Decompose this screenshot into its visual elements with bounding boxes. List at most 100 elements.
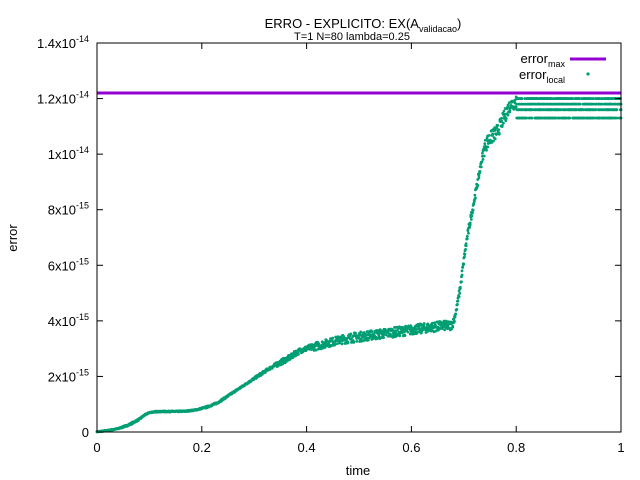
data-point — [354, 331, 357, 335]
legend-label-max: errormax — [521, 51, 566, 69]
x-tick-label: 0.6 — [402, 440, 420, 455]
data-point — [422, 322, 426, 325]
data-point — [578, 102, 582, 106]
data-point — [346, 341, 350, 345]
data-point — [355, 339, 359, 343]
data-point — [460, 280, 463, 284]
data-point — [495, 133, 498, 136]
data-point — [465, 237, 469, 241]
data-point — [460, 273, 464, 277]
data-point — [474, 196, 477, 200]
data-point — [370, 330, 374, 333]
data-point — [479, 165, 483, 169]
data-point — [471, 208, 475, 212]
data-point — [530, 116, 534, 120]
data-point — [453, 319, 456, 323]
data-point — [470, 214, 474, 218]
data-point — [467, 231, 470, 235]
data-point — [457, 295, 461, 299]
data-point — [476, 183, 480, 187]
data-point — [362, 331, 366, 334]
data-point — [615, 108, 619, 112]
chart-subtitle: T=1 N=80 lambda=0.25 — [294, 31, 410, 43]
x-axis-label: time — [346, 463, 371, 478]
data-point — [297, 352, 300, 356]
data-point — [471, 211, 474, 215]
x-tick-label: 0.4 — [298, 440, 316, 455]
chart-title: ERRO - EXPLICITO: EX(Avalidacao) — [265, 16, 462, 34]
data-point — [458, 291, 462, 295]
y-tick-label: 1.4x10-14 — [37, 34, 89, 51]
data-point — [451, 324, 455, 328]
data-point — [430, 321, 434, 325]
y-tick-label: 4x10-15 — [48, 312, 89, 329]
data-point — [506, 113, 510, 117]
data-point — [477, 174, 481, 178]
data-point — [501, 121, 505, 125]
legend-swatch-local — [586, 72, 590, 76]
data-point — [502, 109, 506, 113]
data-point — [615, 116, 619, 120]
data-point — [352, 340, 356, 344]
data-point — [594, 108, 598, 112]
data-point — [331, 336, 335, 340]
data-point — [464, 247, 467, 251]
data-point — [514, 105, 518, 109]
y-tick-label: 6x10-15 — [48, 256, 89, 273]
plot-border — [96, 42, 622, 433]
data-point — [480, 160, 484, 164]
data-point — [454, 312, 458, 316]
y-tick-label: 1x10-14 — [48, 145, 89, 162]
data-point — [359, 330, 363, 334]
data-point — [314, 348, 318, 352]
data-point — [462, 262, 466, 266]
data-point — [340, 342, 344, 346]
data-point — [358, 333, 362, 337]
data-point — [491, 132, 495, 136]
data-point — [462, 255, 466, 259]
data-point — [525, 116, 529, 120]
data-point — [336, 335, 340, 339]
data-point — [500, 125, 504, 129]
y-axis-label: error — [5, 224, 20, 252]
data-point — [452, 317, 456, 321]
data-point — [496, 124, 499, 127]
data-point — [497, 132, 501, 136]
data-point — [568, 116, 572, 120]
data-point — [260, 372, 264, 376]
data-point — [493, 137, 497, 141]
svg-text:ERRO - EXPLICITO: EX(Avalidaca: ERRO - EXPLICITO: EX(Avalidacao) — [265, 16, 462, 34]
data-point — [486, 145, 490, 149]
data-point — [435, 320, 439, 324]
data-point — [483, 142, 487, 146]
data-point — [497, 128, 501, 132]
data-point — [468, 221, 472, 225]
data-point — [461, 265, 465, 269]
data-point — [500, 119, 504, 123]
series-error-local — [95, 95, 623, 434]
data-point — [478, 170, 482, 173]
data-point — [456, 299, 460, 303]
y-tick-label: 1.2x10-14 — [37, 90, 89, 107]
x-tick-label: 0.2 — [193, 440, 211, 455]
data-point — [434, 329, 438, 333]
x-tick-label: 0.8 — [507, 440, 525, 455]
data-point — [453, 315, 457, 319]
x-tick-label: 1 — [617, 440, 624, 455]
data-point — [464, 244, 468, 248]
data-point — [398, 334, 402, 338]
data-point — [482, 154, 486, 158]
data-point — [406, 330, 410, 334]
data-point — [492, 139, 495, 143]
data-point — [317, 342, 321, 346]
data-point — [460, 269, 464, 273]
data-point — [396, 328, 399, 332]
data-point — [338, 341, 342, 345]
data-point — [469, 217, 473, 221]
data-point — [403, 334, 407, 337]
data-point — [377, 334, 381, 337]
data-point — [457, 289, 461, 293]
data-point — [477, 176, 481, 180]
y-tick-label: 8x10-15 — [48, 201, 89, 218]
